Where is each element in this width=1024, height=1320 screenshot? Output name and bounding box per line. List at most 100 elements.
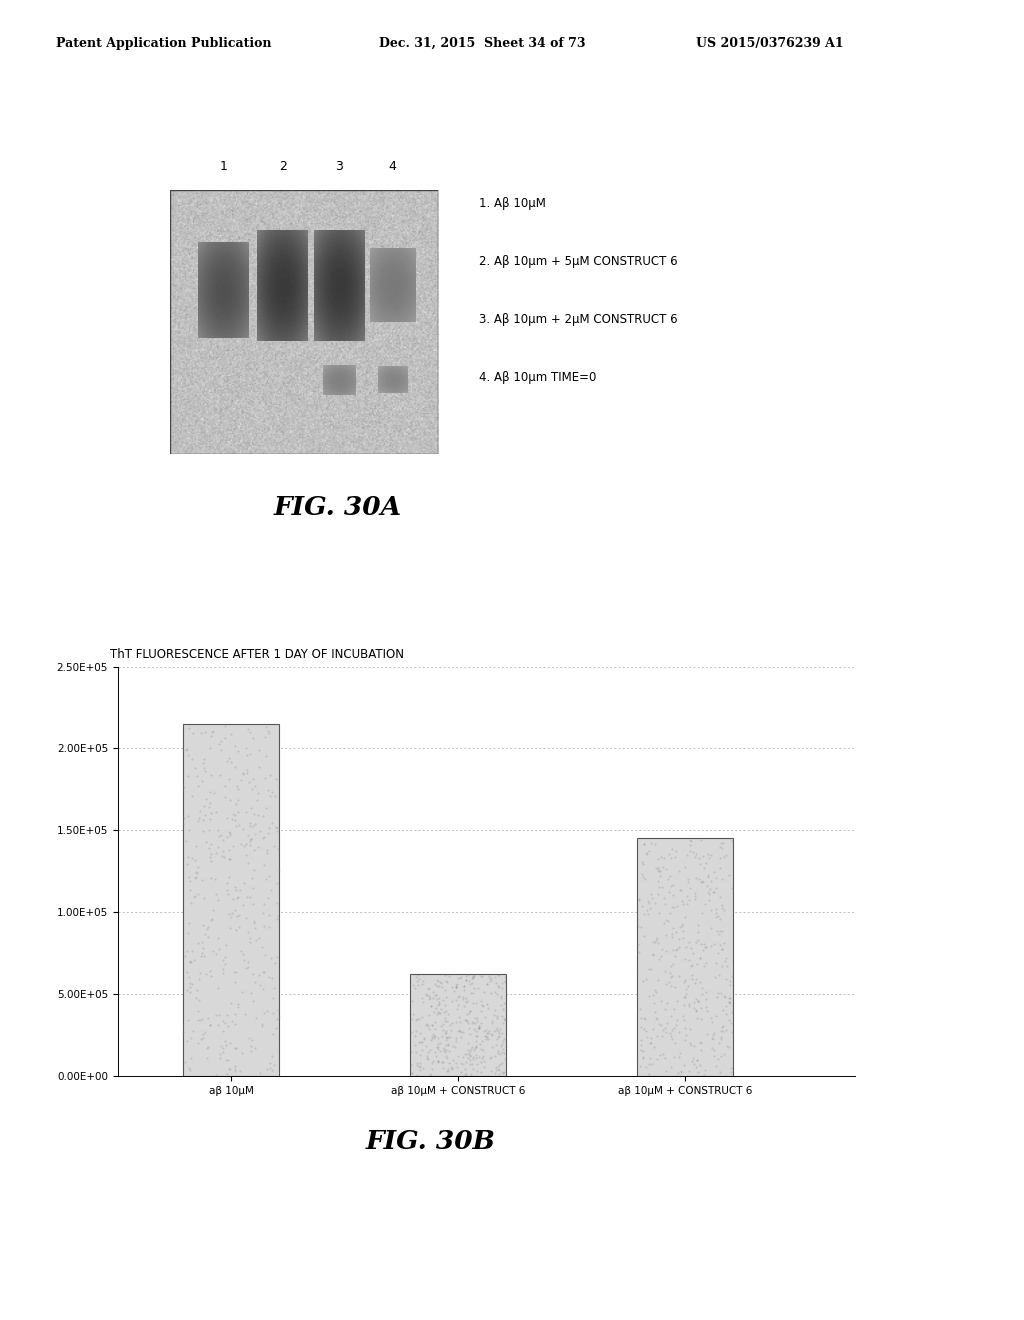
Point xyxy=(638,842,654,863)
Point xyxy=(471,1018,487,1039)
Point xyxy=(489,1059,506,1080)
Point xyxy=(639,843,655,865)
Point xyxy=(664,927,680,948)
Point xyxy=(678,936,694,957)
Point xyxy=(471,1018,487,1039)
Point xyxy=(463,1063,479,1084)
Point xyxy=(261,865,278,886)
Point xyxy=(470,1018,486,1039)
Point xyxy=(215,958,231,979)
Bar xyxy=(410,974,506,1076)
Point xyxy=(238,908,254,929)
Point xyxy=(430,995,446,1016)
Point xyxy=(236,873,252,894)
Point xyxy=(696,937,713,958)
Point xyxy=(215,1041,231,1063)
Point xyxy=(438,986,455,1007)
Point xyxy=(483,1060,500,1081)
Point xyxy=(436,1011,453,1032)
Point xyxy=(222,822,239,843)
Text: Patent Application Publication: Patent Application Publication xyxy=(56,37,271,50)
Point xyxy=(455,1047,471,1068)
Point xyxy=(664,1006,680,1027)
Point xyxy=(233,981,250,1002)
Point xyxy=(469,1053,485,1074)
Point xyxy=(686,991,702,1012)
Point xyxy=(495,999,511,1020)
Point xyxy=(669,1065,685,1086)
Point xyxy=(693,933,710,954)
Point xyxy=(228,906,245,927)
Point xyxy=(470,1015,486,1036)
Point xyxy=(460,964,476,985)
Point xyxy=(690,869,707,890)
Point xyxy=(631,941,647,962)
Point xyxy=(672,879,688,900)
Point xyxy=(706,882,722,903)
Point xyxy=(465,1012,481,1034)
Point xyxy=(208,1005,224,1026)
Point xyxy=(663,962,679,983)
Point xyxy=(435,1040,452,1061)
Point xyxy=(242,932,258,953)
Point xyxy=(683,830,699,851)
Point xyxy=(458,965,474,986)
Point xyxy=(635,970,651,991)
Point xyxy=(227,876,244,898)
Point xyxy=(476,1007,493,1028)
Point xyxy=(205,941,221,962)
Point xyxy=(636,833,652,854)
Point xyxy=(707,966,723,987)
Point xyxy=(715,1001,731,1022)
Point xyxy=(697,1059,714,1080)
Point xyxy=(219,1064,236,1085)
Point xyxy=(199,1038,215,1059)
Point xyxy=(427,974,443,995)
Point xyxy=(705,1011,721,1032)
Point xyxy=(179,744,196,766)
Point xyxy=(242,886,258,907)
Point xyxy=(218,1049,234,1071)
Point xyxy=(721,987,737,1008)
Point xyxy=(495,1053,511,1074)
Point xyxy=(721,991,737,1012)
Point xyxy=(426,1002,442,1023)
Point xyxy=(483,1047,500,1068)
Point xyxy=(653,876,670,898)
Point xyxy=(715,832,731,853)
Point xyxy=(194,770,210,791)
Point xyxy=(264,1060,281,1081)
Point xyxy=(702,878,719,899)
Point xyxy=(703,936,720,957)
Point xyxy=(718,845,734,866)
Point xyxy=(640,1064,656,1085)
Point xyxy=(459,990,475,1011)
Point xyxy=(468,1044,484,1065)
Point xyxy=(230,887,247,908)
Point xyxy=(199,919,215,940)
Point xyxy=(215,1020,231,1041)
Point xyxy=(242,1028,258,1049)
Point xyxy=(190,990,207,1011)
Point xyxy=(465,966,481,987)
Point xyxy=(686,1053,702,1074)
Point xyxy=(680,931,696,952)
Point xyxy=(223,993,240,1014)
Point xyxy=(418,1014,434,1035)
Point xyxy=(708,1056,724,1077)
Point xyxy=(640,891,656,912)
Point xyxy=(488,1059,505,1080)
Point xyxy=(467,1038,483,1059)
Point xyxy=(267,785,284,807)
Point xyxy=(496,1008,512,1030)
Point xyxy=(412,1056,428,1077)
Point xyxy=(208,842,224,863)
Point xyxy=(494,987,510,1008)
Point xyxy=(447,974,464,995)
Point xyxy=(247,824,263,845)
Point xyxy=(403,1063,420,1084)
Point xyxy=(676,972,692,993)
Point xyxy=(665,939,681,960)
Point xyxy=(256,826,272,847)
Point xyxy=(215,1010,231,1031)
